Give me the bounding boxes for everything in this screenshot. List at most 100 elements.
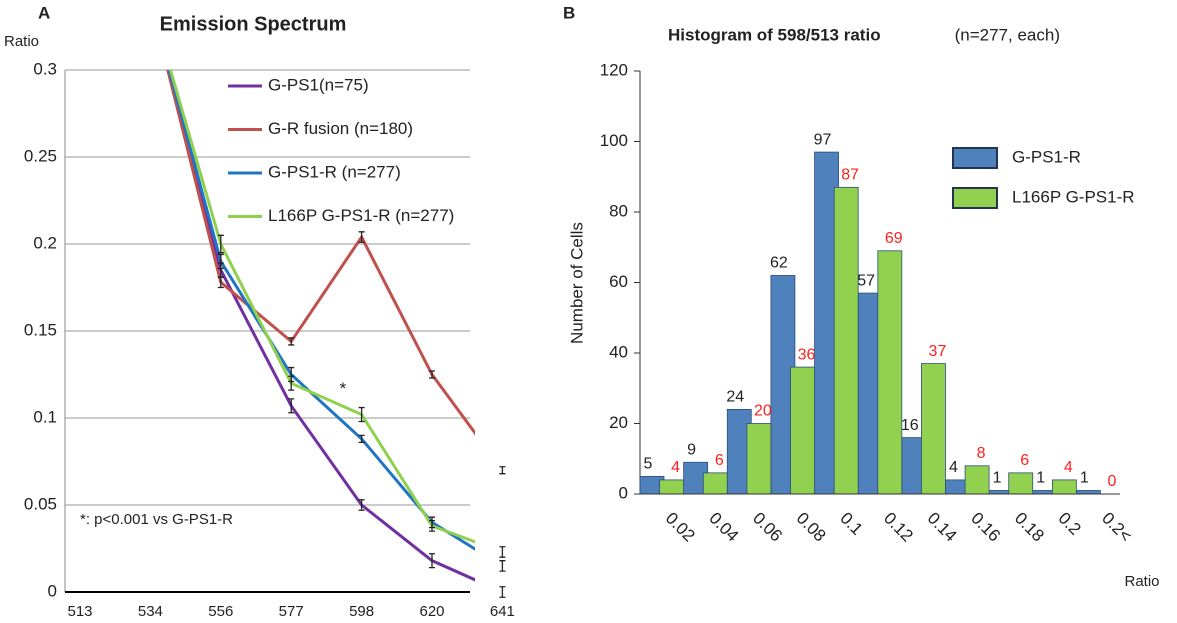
value-label: 4 — [1064, 459, 1073, 476]
legend-swatch — [952, 147, 998, 169]
bar — [833, 186, 859, 495]
chart-title: Histogram of 598/513 ratio — [668, 25, 881, 44]
x-tick-label: 0.18 — [1011, 509, 1048, 546]
x-tick-label: 0.06 — [749, 509, 786, 546]
error-bar — [499, 586, 506, 598]
value-label: 4 — [949, 459, 958, 476]
y-axis-label: Ratio — [4, 33, 39, 50]
value-label: 8 — [977, 445, 986, 462]
value-label: 24 — [726, 389, 744, 406]
value-label: 9 — [687, 441, 696, 458]
error-bar — [499, 560, 506, 572]
y-tick-label: 60 — [609, 272, 628, 291]
panel-label: B — [563, 3, 575, 22]
x-tick-label: 513 — [67, 603, 92, 620]
series-line — [167, 70, 475, 582]
value-label: 1 — [993, 470, 1002, 487]
error-bar — [217, 253, 224, 270]
error-bar — [288, 375, 295, 391]
bar — [702, 472, 728, 495]
x-tick-label: 556 — [208, 603, 233, 620]
value-label: 36 — [798, 346, 816, 363]
legend-label: L166P G-PS1-R — [1012, 187, 1135, 206]
legend-label: G-R fusion (n=180) — [268, 119, 413, 138]
value-label: 4 — [671, 459, 680, 476]
y-tick-label: 120 — [600, 60, 628, 79]
bar — [877, 250, 903, 495]
x-tick-label: 534 — [138, 603, 163, 620]
y-tick-label: 100 — [600, 131, 628, 150]
error-bar — [358, 434, 365, 444]
chart-title: Emission Spectrum — [160, 13, 347, 35]
value-label: 57 — [857, 272, 875, 289]
legend-label: L166P G-PS1-R (n=277) — [268, 206, 454, 225]
y-tick-label: 0.15 — [24, 320, 57, 339]
x-tick-label: 577 — [279, 603, 304, 620]
value-label: 20 — [754, 403, 772, 420]
value-label: 97 — [814, 131, 832, 148]
legend-label: G-PS1(n=75) — [268, 75, 369, 94]
y-tick-label: 80 — [609, 201, 628, 220]
y-tick-label: 0.1 — [33, 407, 57, 426]
y-tick-label: 0 — [619, 483, 628, 502]
value-label: 1 — [1036, 470, 1045, 487]
panel-label: A — [38, 3, 50, 22]
x-tick-label: 641 — [490, 603, 515, 620]
value-label: 0 — [1108, 473, 1117, 490]
bar — [964, 465, 990, 495]
bar — [921, 363, 946, 495]
series-line — [166, 70, 475, 436]
value-label: 37 — [929, 343, 947, 360]
legend-swatch — [952, 187, 998, 209]
value-label: 5 — [644, 456, 653, 473]
bar — [1051, 479, 1077, 495]
y-tick-label: 0.05 — [24, 494, 57, 513]
x-axis-label: Ratio — [1124, 573, 1159, 590]
y-tick-label: 0.2 — [33, 233, 57, 252]
value-label: 69 — [885, 230, 903, 247]
error-bar — [499, 466, 506, 475]
series-line — [168, 70, 475, 544]
value-label: 1 — [1080, 470, 1089, 487]
error-bar — [217, 234, 224, 254]
x-tick-label: 0.14 — [924, 509, 961, 546]
error-bar — [499, 546, 506, 558]
bar — [1075, 490, 1101, 495]
value-label: 6 — [1020, 452, 1029, 469]
bar — [790, 366, 815, 495]
plot-area — [166, 70, 475, 582]
annotation: * — [340, 379, 347, 398]
x-tick-label: 620 — [419, 603, 444, 620]
legend-label: G-PS1-R — [1012, 147, 1081, 166]
x-tick-label: 0.08 — [793, 509, 830, 546]
y-tick-label: 0.25 — [24, 146, 57, 165]
bar — [746, 423, 772, 495]
y-tick-label: 0 — [48, 581, 57, 600]
error-bar — [217, 276, 224, 289]
error-bar — [288, 398, 295, 414]
error-bar — [358, 499, 365, 511]
error-bar — [429, 520, 435, 532]
value-label: 62 — [770, 255, 788, 272]
value-label: 87 — [841, 167, 859, 184]
error-bar — [358, 231, 365, 243]
y-tick-label: 0.3 — [33, 59, 57, 78]
y-tick-label: 20 — [609, 413, 628, 432]
legend-label: G-PS1-R (n=277) — [268, 162, 401, 181]
footnote: *: p<0.001 vs G-PS1-R — [80, 511, 233, 528]
error-bar — [429, 370, 435, 379]
value-label: 16 — [901, 417, 919, 434]
x-tick-label: 0.16 — [967, 509, 1004, 546]
error-bar — [429, 553, 435, 569]
x-tick-label: 0.1 — [836, 509, 866, 539]
bar — [1008, 472, 1034, 495]
x-tick-label: 0.2 — [1055, 509, 1085, 539]
x-tick-label: 0.02 — [662, 509, 699, 546]
x-tick-label: 0.04 — [705, 509, 742, 546]
bar — [659, 479, 685, 495]
y-axis-label: Number of Cells — [567, 222, 586, 344]
value-label: 6 — [715, 452, 724, 469]
x-tick-label: 0.12 — [880, 509, 917, 546]
y-tick-label: 40 — [609, 342, 628, 361]
